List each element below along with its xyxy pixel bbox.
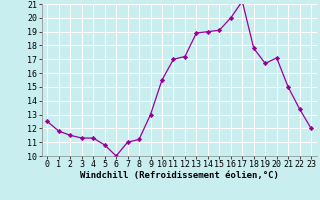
X-axis label: Windchill (Refroidissement éolien,°C): Windchill (Refroidissement éolien,°C) (80, 171, 279, 180)
